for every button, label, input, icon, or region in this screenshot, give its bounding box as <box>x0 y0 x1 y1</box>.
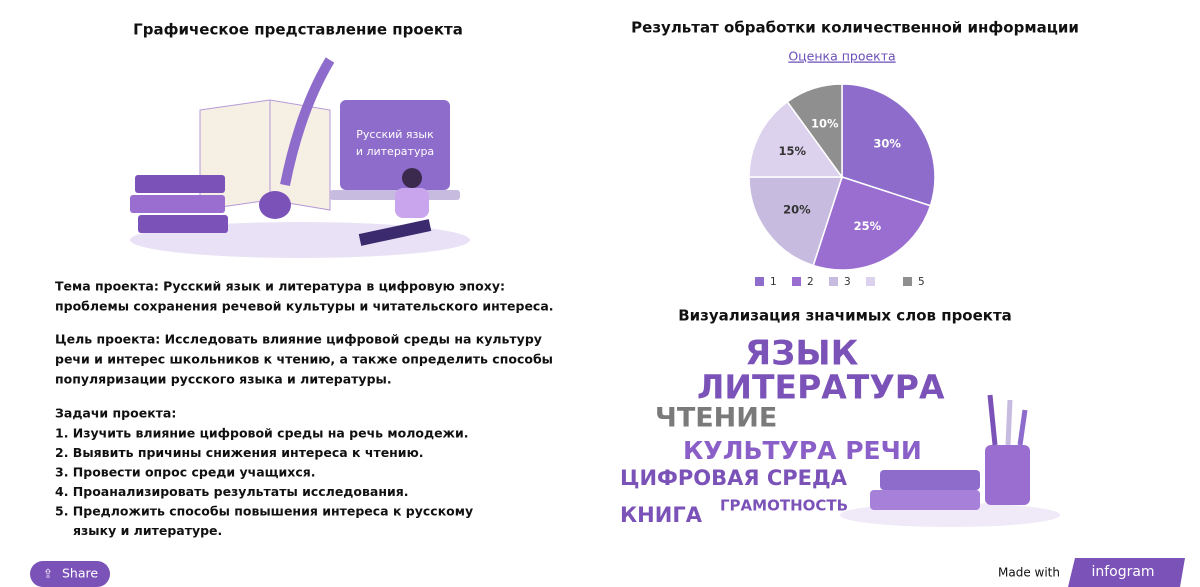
legend-label: 3 <box>844 276 851 288</box>
cloud-word: ЧТЕНИЕ <box>655 403 777 434</box>
brand[interactable]: infogram <box>1091 564 1154 580</box>
tasks-title: Задачи проекта: <box>55 406 176 421</box>
task-line: 1. Изучить влияние цифровой среды на реч… <box>55 426 469 441</box>
cloud-word: ГРАМОТНОСТЬ <box>720 497 848 515</box>
illustration <box>130 57 470 258</box>
cloud-word: ЯЗЫК <box>745 334 859 374</box>
pie-slice <box>786 83 843 180</box>
value-label: 25% <box>854 219 882 233</box>
legend-label: 2 <box>807 276 814 288</box>
legend-swatch <box>792 277 801 286</box>
legend-swatch <box>903 277 912 286</box>
text-block: Тема проекта: Русский язык и литература … <box>55 279 554 539</box>
legend-swatch <box>866 277 875 286</box>
theme-line: проблемы сохранения речевой культуры и ч… <box>55 299 554 314</box>
brand-badge[interactable] <box>1068 558 1185 587</box>
cloud-word: ЛИТЕРАТУРА <box>697 368 945 407</box>
cloud-word: ЦИФРОВАЯ СРЕДА <box>620 466 848 490</box>
value-label: 30% <box>873 137 901 151</box>
task-line: 4. Проанализировать результаты исследова… <box>55 484 409 499</box>
share-icon: ⇪ <box>43 567 53 581</box>
pie-slice <box>841 83 936 207</box>
value-label: 15% <box>779 144 807 158</box>
cloud-word: КНИГА <box>620 503 703 527</box>
legend-label: 1 <box>770 276 777 288</box>
goal-line: Цель проекта: Исследовать влияние цифров… <box>55 332 542 347</box>
word-cloud-title: Визуализация значимых слов проекта <box>678 307 1012 325</box>
illustration-right <box>840 394 1060 527</box>
task-line: 5. Предложить способы повышения интереса… <box>55 504 473 519</box>
left-title: Графическое представление проекта <box>133 21 463 39</box>
legend-swatch <box>829 277 838 286</box>
pie: 30% 25% 20% 15% 10% 1 2 3 5 <box>748 83 936 288</box>
legend-label: 5 <box>918 276 925 288</box>
value-label: 10% <box>811 116 839 130</box>
pie-slice <box>748 176 844 267</box>
goal-line: популяризации русского языка и литератур… <box>55 372 392 387</box>
goal-line: речи и интерес школьников к чтению, а та… <box>55 352 553 367</box>
made-with: Made with <box>998 566 1060 580</box>
task-line: 2. Выявить причины снижения интереса к ч… <box>55 445 423 460</box>
pie-slice <box>748 100 844 178</box>
chart-title: Результат обработки количественной инфор… <box>631 19 1079 37</box>
task-line: языку и литературе. <box>73 523 222 538</box>
chart-subtitle: Оценка проекта <box>788 49 895 64</box>
pie-slice <box>812 176 932 271</box>
illustration-text: Русский язык <box>356 128 434 141</box>
illustration-text: и литература <box>356 145 434 158</box>
task-line: 3. Провести опрос среди учащихся. <box>55 465 316 480</box>
share-label[interactable]: Share <box>62 566 98 581</box>
theme-line: Тема проекта: Русский язык и литература … <box>55 279 505 294</box>
share-button[interactable] <box>30 561 110 587</box>
legend-swatch <box>755 277 764 286</box>
cloud-word: КУЛЬТУРА РЕЧИ <box>683 436 922 465</box>
value-label: 20% <box>783 202 811 216</box>
